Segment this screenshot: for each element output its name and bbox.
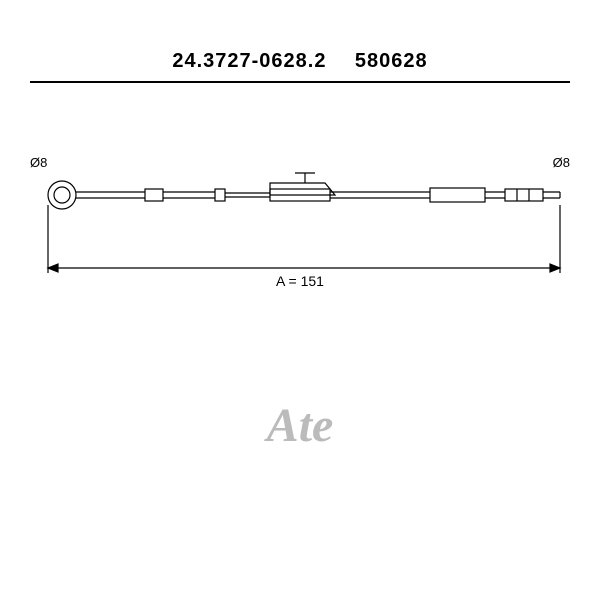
header-divider: [30, 81, 570, 83]
part-number: 24.3727-0628.2: [172, 50, 326, 72]
header: 24.3727-0628.2 580628: [0, 0, 600, 93]
technical-drawing: Ø8 Ø8 A = 151: [30, 113, 570, 533]
drawing-svg: [30, 113, 570, 533]
secondary-number: 580628: [355, 50, 428, 72]
brand-logo: Ate: [267, 398, 334, 453]
